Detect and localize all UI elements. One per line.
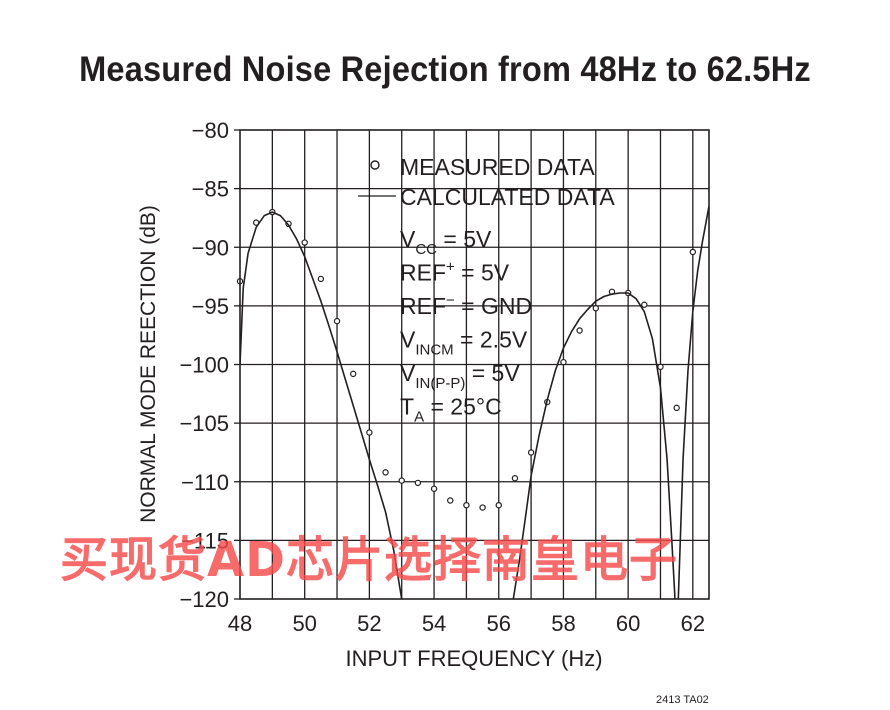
measured-data-point — [511, 475, 519, 482]
x-tick-label: 54 — [422, 611, 446, 636]
measured-data-point — [560, 358, 567, 366]
x-tick-label: 60 — [616, 611, 640, 636]
measured-data-point — [641, 301, 648, 308]
measured-data-point — [527, 449, 535, 456]
measured-data-point — [317, 275, 325, 283]
y-tick-label: −115 — [181, 528, 229, 553]
watermark-text: 买现货AD芯片选择南皇电子 — [60, 532, 678, 588]
measured-data-point — [414, 479, 422, 487]
measured-data-point — [479, 504, 486, 511]
measured-data-point — [333, 317, 341, 325]
legend-marker-measured — [370, 160, 380, 170]
measured-data-point — [301, 239, 308, 246]
y-tick-label: −80 — [192, 118, 229, 143]
figure-code: 2413 TA02 — [656, 694, 709, 706]
condition-line: TA = 25°C — [400, 394, 502, 426]
measured-data-point — [495, 502, 502, 509]
measured-data-point — [673, 404, 680, 412]
y-tick-label: −90 — [192, 235, 229, 260]
x-tick-label: 52 — [357, 611, 381, 636]
y-tick-label: −85 — [192, 177, 229, 202]
x-tick-label: 58 — [551, 611, 575, 636]
measured-data-point — [447, 497, 454, 504]
condition-line: VINCM = 2.5V — [400, 327, 528, 359]
condition-line: VIN(P-P) = 5V — [400, 360, 520, 392]
x-tick-label: 48 — [228, 611, 252, 636]
legend-label-calculated: CALCULATED DATA — [400, 184, 615, 210]
y-tick-label: −95 — [192, 294, 229, 319]
measured-data-point — [350, 370, 357, 378]
x-axis-label: INPUT FREQUENCY (Hz) — [345, 646, 602, 671]
plot-frame — [239, 129, 710, 600]
measured-data-point — [592, 305, 599, 312]
y-axis-label: NORMAL MODE REECTION (dB) — [137, 205, 160, 523]
measured-data-point — [366, 429, 373, 436]
x-tick-label: 50 — [292, 611, 316, 636]
measured-data-point — [398, 477, 405, 484]
measured-data-point — [657, 363, 664, 371]
x-tick-label: 56 — [487, 611, 511, 636]
legend: MEASURED DATA CALCULATED DATA — [358, 154, 615, 210]
condition-line: VCC = 5V — [400, 226, 492, 258]
measured-data-point — [576, 327, 583, 334]
calculated-curve-segment-3 — [677, 206, 709, 599]
condition-line: REF+ = 5V — [400, 259, 510, 286]
calculated-curve-segment-2 — [512, 292, 676, 599]
measured-data-point — [689, 248, 697, 256]
legend-label-measured: MEASURED DATA — [400, 154, 595, 180]
condition-line: REF− = GND — [400, 292, 532, 319]
measured-data-point — [463, 502, 470, 509]
y-tick-label: −105 — [179, 411, 229, 436]
series — [236, 206, 709, 599]
y-tick-label: −120 — [179, 587, 229, 612]
chart-title: Measured Noise Rejection from 48Hz to 62… — [79, 50, 811, 89]
measured-data-point — [430, 485, 438, 492]
measured-data-point — [382, 469, 389, 476]
y-tick-label: −100 — [179, 353, 229, 378]
calculated-curve-segment-1 — [240, 211, 403, 599]
y-tick-label: −110 — [181, 470, 229, 495]
x-tick-label: 62 — [681, 611, 705, 636]
